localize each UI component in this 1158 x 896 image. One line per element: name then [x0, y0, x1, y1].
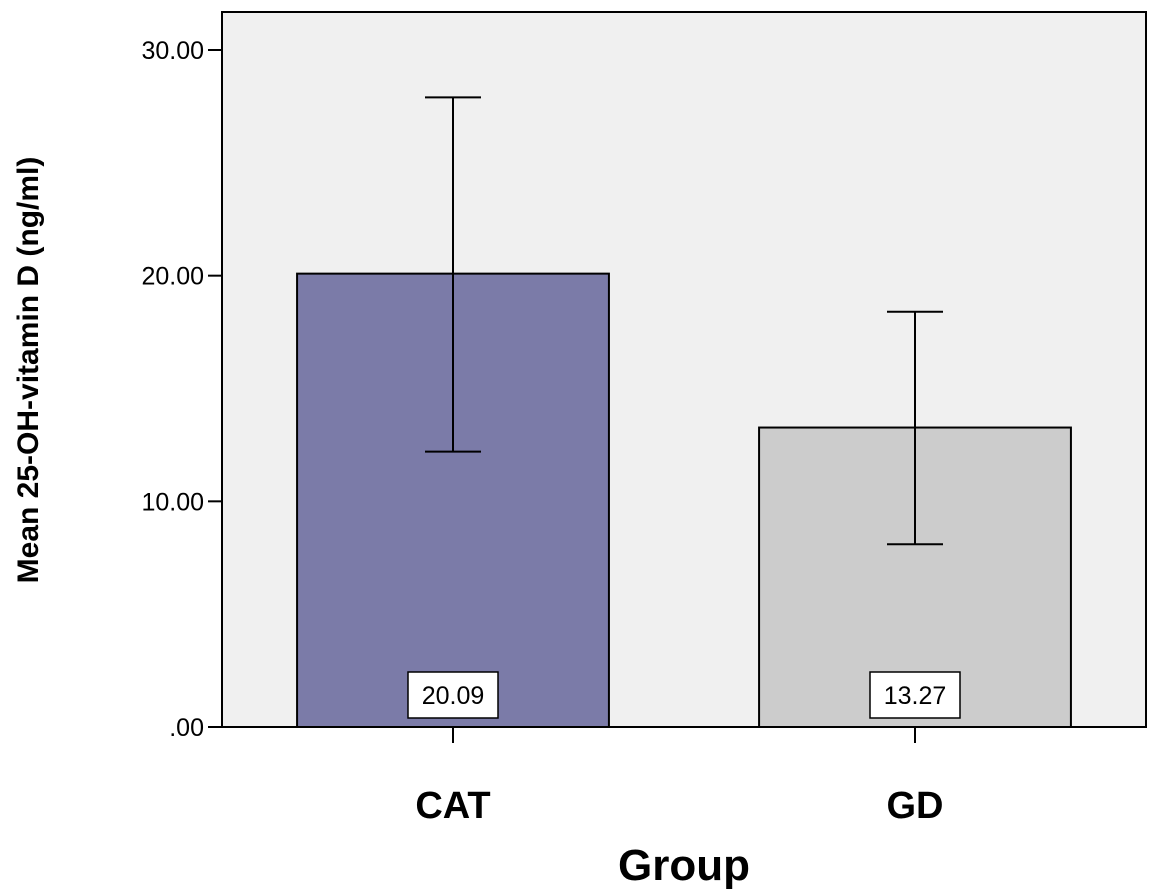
y-tick-label: 30.00 [141, 37, 204, 65]
data-label: 13.27 [884, 682, 947, 710]
x-tick-label-gd: GD [887, 785, 944, 827]
x-axis: CAT GD [415, 727, 944, 827]
data-label-box [869, 671, 961, 719]
x-axis-title: Group [618, 841, 750, 890]
data-label: 20.09 [422, 682, 485, 710]
y-tick-label: 20.00 [141, 263, 204, 291]
error-bars-layer [425, 96, 943, 546]
y-axis: .00 10.00 20.00 30.00 [141, 37, 222, 742]
data-labels-layer: 20.09 13.27 [407, 671, 961, 719]
x-tick-label-cat: CAT [415, 785, 490, 827]
y-tick-label: 10.00 [141, 488, 204, 516]
y-axis-title: Mean 25-OH-vitamin D (ng/ml) [12, 157, 45, 584]
y-tick-label: .00 [169, 714, 204, 742]
data-label-box [407, 671, 499, 719]
